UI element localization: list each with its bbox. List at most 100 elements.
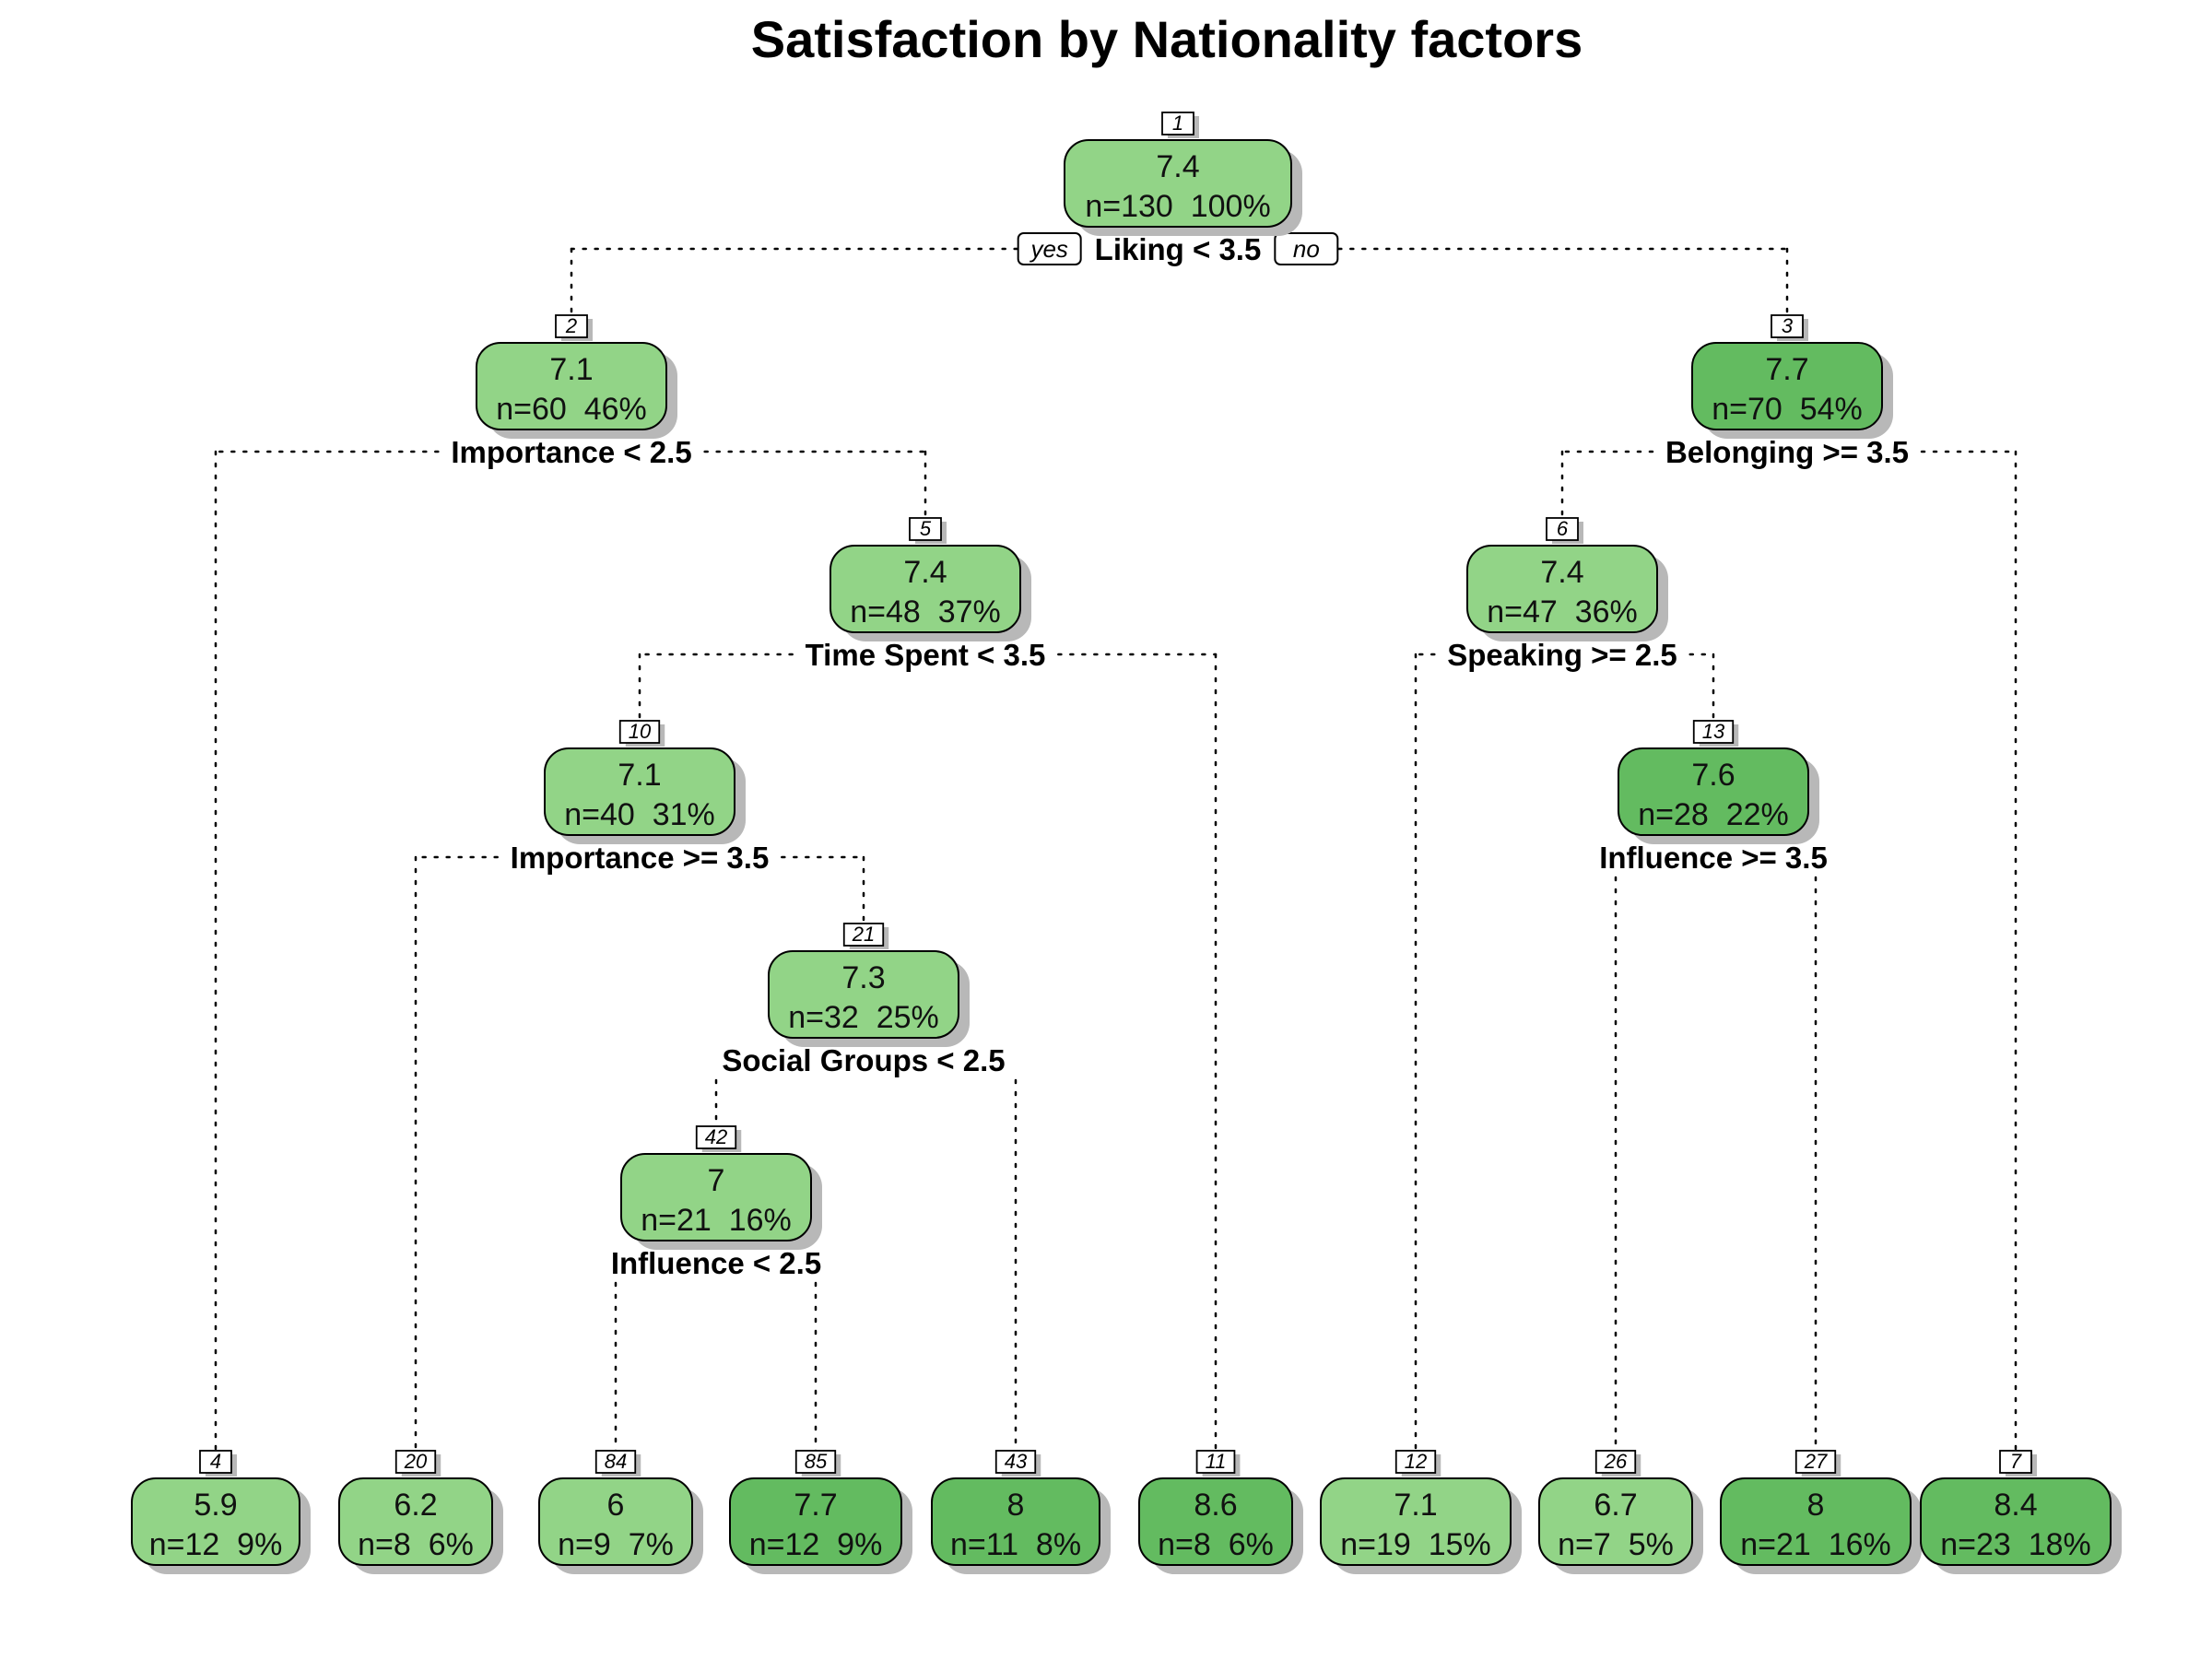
tree-node: 20 6.2 n=8 6% xyxy=(338,1450,503,1574)
node-box xyxy=(1720,1477,1912,1566)
node-id-tag xyxy=(842,923,885,947)
node-box xyxy=(931,1477,1100,1566)
node-box xyxy=(544,747,735,836)
node-id: 11 xyxy=(1206,1450,1227,1473)
node-split-rule: Influence < 2.5 xyxy=(611,1246,821,1280)
tree-edge xyxy=(570,247,1018,319)
node-id: 20 xyxy=(404,1450,428,1473)
node-box xyxy=(338,1477,493,1566)
tree-node: 27 8 n=21 16% xyxy=(1720,1450,1922,1574)
node-stats: n=12 9% xyxy=(749,1527,883,1562)
node-split-rule: Time Spent < 3.5 xyxy=(806,638,1046,672)
node-stats: n=28 22% xyxy=(1638,797,1789,832)
node-stats: n=21 16% xyxy=(641,1203,792,1238)
node-box xyxy=(1618,747,1809,836)
node-value: 7.6 xyxy=(1691,758,1735,793)
node-id-tag xyxy=(555,314,588,338)
node-id: 27 xyxy=(1804,1450,1828,1473)
node-id-tag xyxy=(1161,112,1194,135)
node-id: 84 xyxy=(605,1450,627,1473)
node-id-tag xyxy=(994,1450,1037,1474)
node-stats: n=60 46% xyxy=(496,392,647,427)
tree-edge xyxy=(1560,450,1654,522)
node-value: 7.1 xyxy=(549,352,593,387)
node-id: 6 xyxy=(1557,517,1569,540)
yes-branch-tag: yes xyxy=(1017,232,1082,265)
node-box xyxy=(1920,1477,2112,1566)
node-split-rule: Importance < 2.5 xyxy=(451,435,691,469)
tree-node: 43 8 n=11 8% xyxy=(931,1450,1111,1574)
node-id: 43 xyxy=(1005,1450,1028,1473)
node-id-tag xyxy=(1794,1450,1837,1474)
yes-branch-label: yes xyxy=(1029,235,1067,263)
no-branch-label: no xyxy=(1293,235,1320,263)
node-id-tag xyxy=(1594,1450,1637,1474)
tree-node: 5 7.4 n=48 37% Time Spent < 3.5 xyxy=(806,517,1046,672)
node-stats: n=40 31% xyxy=(564,797,715,832)
tree-node: 26 6.7 n=7 5% xyxy=(1538,1450,1703,1574)
no-branch-tag: no xyxy=(1274,232,1339,265)
node-box xyxy=(1138,1477,1293,1566)
node-id: 42 xyxy=(705,1125,727,1148)
node-value: 7 xyxy=(708,1163,725,1198)
node-stats: n=48 37% xyxy=(850,594,1001,629)
node-id-tag xyxy=(394,1450,437,1474)
node-id-tag xyxy=(1195,1450,1236,1474)
tree-node: 11 8.6 n=8 6% xyxy=(1138,1450,1303,1574)
tree-node: 2 7.1 n=60 46% Importance < 2.5 xyxy=(451,314,691,469)
node-id-tag xyxy=(1546,517,1579,541)
node-stats: n=23 18% xyxy=(1940,1527,2091,1562)
tree-node: 84 6 n=9 7% xyxy=(538,1450,703,1574)
node-stats: n=8 6% xyxy=(1158,1527,1274,1562)
node-id: 13 xyxy=(1702,720,1725,743)
node-id-tag xyxy=(695,1125,737,1149)
node-stats: n=21 16% xyxy=(1740,1527,1891,1562)
node-stats: n=70 54% xyxy=(1712,392,1863,427)
node-value: 7.4 xyxy=(1156,149,1199,184)
tree-node: 42 7 n=21 16% Influence < 2.5 xyxy=(611,1125,822,1280)
node-value: 7.3 xyxy=(841,960,885,995)
node-id-tag xyxy=(594,1450,637,1474)
tree-edge xyxy=(1688,653,1715,724)
node-id-tag xyxy=(1692,720,1735,744)
node-id-tag xyxy=(1999,1450,2032,1474)
node-split-rule: Importance >= 3.5 xyxy=(511,841,770,875)
tree-edge xyxy=(1337,247,1789,319)
node-box xyxy=(1320,1477,1512,1566)
node-value: 6 xyxy=(607,1488,625,1523)
node-stats: n=7 5% xyxy=(1558,1527,1674,1562)
node-id: 85 xyxy=(805,1450,828,1473)
tree-edge xyxy=(703,450,927,522)
edges-layer xyxy=(214,247,2018,1454)
node-id: 26 xyxy=(1604,1450,1628,1473)
node-id-tag xyxy=(794,1450,837,1474)
node-box xyxy=(729,1477,902,1566)
node-id: 21 xyxy=(852,923,875,946)
node-box xyxy=(476,342,667,430)
node-box xyxy=(620,1153,812,1241)
tree-node: 3 7.7 n=70 54% Belonging >= 3.5 xyxy=(1665,314,1909,469)
tree-node: 12 7.1 n=19 15% xyxy=(1320,1450,1522,1574)
node-value: 7.1 xyxy=(1394,1488,1437,1523)
node-split-rule: Speaking >= 2.5 xyxy=(1447,638,1677,672)
node-value: 6.2 xyxy=(394,1488,437,1523)
node-stats: n=130 100% xyxy=(1085,189,1270,224)
node-value: 7.1 xyxy=(618,758,661,793)
tree-edge xyxy=(1920,450,2018,1454)
tree-node: 6 7.4 n=47 36% Speaking >= 2.5 xyxy=(1447,517,1677,672)
node-box xyxy=(1691,342,1883,430)
tree-edge xyxy=(214,450,440,1454)
node-value: 8 xyxy=(1807,1488,1825,1523)
node-box xyxy=(768,950,959,1039)
node-stats: n=12 9% xyxy=(149,1527,283,1562)
node-split-rule: Belonging >= 3.5 xyxy=(1665,435,1909,469)
node-id: 2 xyxy=(565,314,577,337)
tree-node: 7 8.4 n=23 18% xyxy=(1920,1450,2122,1574)
node-value: 6.7 xyxy=(1594,1488,1637,1523)
node-id: 12 xyxy=(1405,1450,1427,1473)
node-value: 7.7 xyxy=(794,1488,837,1523)
node-value: 7.7 xyxy=(1765,352,1808,387)
tree-node: 1 7.4 n=130 100% Liking < 3.5 xyxy=(1064,112,1302,266)
node-value: 8.6 xyxy=(1194,1488,1237,1523)
